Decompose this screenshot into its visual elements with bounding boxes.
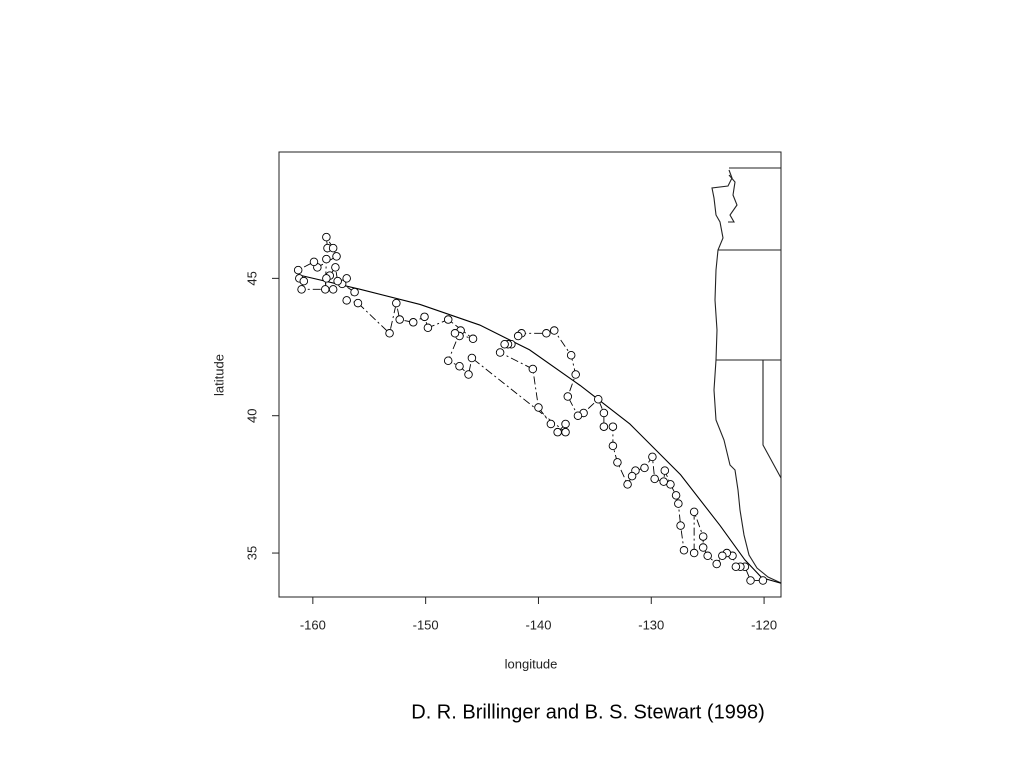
- point: [464, 370, 473, 379]
- point: [408, 318, 418, 327]
- point: [542, 329, 551, 338]
- point: [593, 394, 603, 404]
- point: [561, 419, 570, 429]
- x-axis-label: longitude: [505, 656, 558, 671]
- point: [648, 452, 657, 462]
- point: [332, 252, 341, 261]
- point: [608, 422, 618, 431]
- point: [679, 546, 689, 555]
- point: [613, 458, 622, 467]
- x-tick-label: -120: [751, 617, 777, 632]
- point: [328, 285, 338, 294]
- point: [627, 471, 637, 481]
- point: [333, 276, 342, 286]
- x-tick-label: -130: [638, 617, 664, 632]
- point: [342, 296, 351, 305]
- point: [420, 312, 429, 322]
- point: [353, 298, 363, 308]
- y-tick-label: 35: [244, 546, 259, 560]
- point: [467, 353, 477, 363]
- point: [331, 263, 340, 272]
- great-circle: [301, 275, 782, 584]
- point: [423, 323, 433, 333]
- caption: D. R. Brillinger and B. S. Stewart (1998…: [411, 701, 764, 723]
- point: [293, 265, 303, 275]
- point: [599, 408, 609, 418]
- point: [534, 403, 543, 412]
- x-tick-label: -160: [300, 617, 326, 632]
- y-tick-label: 40: [244, 408, 259, 422]
- point: [385, 329, 394, 338]
- point: [571, 370, 580, 379]
- point: [468, 334, 478, 344]
- point: [443, 356, 453, 366]
- point: [660, 466, 670, 475]
- point: [553, 427, 562, 437]
- point: [395, 315, 404, 324]
- puget-sound: [728, 174, 738, 223]
- point: [321, 285, 330, 294]
- point: [573, 411, 583, 420]
- point: [322, 254, 331, 264]
- point: [566, 351, 576, 360]
- point: [528, 364, 538, 374]
- coastline: [711, 169, 782, 584]
- point: [676, 521, 685, 530]
- point: [599, 422, 609, 431]
- point: [689, 548, 699, 558]
- point: [322, 232, 331, 242]
- point: [455, 362, 464, 371]
- point: [297, 285, 306, 294]
- point: [712, 559, 721, 569]
- x-tick-label: -140: [525, 617, 551, 632]
- point: [309, 257, 319, 267]
- point: [550, 326, 559, 335]
- point: [659, 477, 668, 486]
- point: [500, 340, 509, 349]
- map: [711, 167, 782, 584]
- y-tick-label: 45: [244, 271, 259, 285]
- point: [328, 243, 338, 253]
- point: [650, 474, 659, 484]
- point: [495, 348, 505, 357]
- point: [350, 287, 359, 297]
- point: [671, 491, 681, 500]
- point: [640, 463, 649, 473]
- point: [561, 427, 570, 437]
- point: [746, 576, 755, 585]
- point: [392, 298, 401, 308]
- point: [608, 441, 618, 451]
- point: [299, 276, 309, 286]
- point: [689, 507, 699, 517]
- point: [546, 419, 556, 429]
- point: [450, 329, 460, 338]
- y-axis-label: latitude: [211, 354, 226, 396]
- point: [674, 499, 683, 508]
- point: [443, 315, 453, 324]
- plot-frame: [278, 151, 782, 598]
- point: [758, 576, 768, 585]
- point: [342, 274, 351, 283]
- point: [703, 551, 712, 561]
- border: [762, 360, 782, 479]
- x-tick-label: -150: [413, 617, 439, 632]
- point: [623, 480, 632, 489]
- track: [297, 236, 763, 581]
- point: [718, 551, 727, 561]
- point: [698, 543, 708, 552]
- point: [731, 562, 741, 572]
- point: [698, 532, 708, 541]
- point: [563, 392, 573, 401]
- point: [322, 274, 331, 283]
- point: [513, 331, 523, 341]
